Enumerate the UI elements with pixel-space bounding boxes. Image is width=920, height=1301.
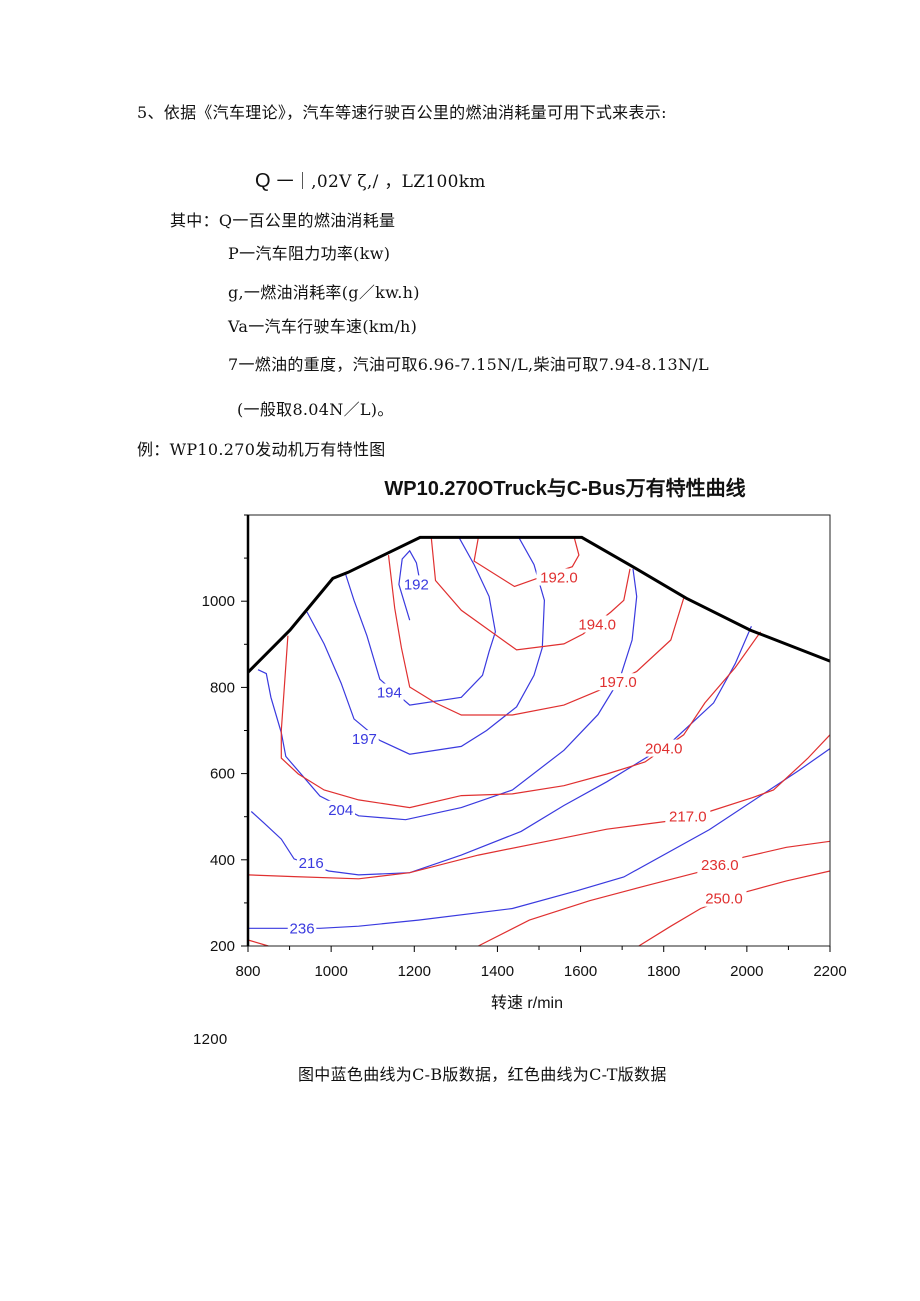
contour-label-bg <box>287 919 317 937</box>
def-p: P一汽车阻力功率(kw) <box>228 244 391 263</box>
contour-label: 197.0 <box>599 674 637 691</box>
contour-label-bg <box>296 854 326 872</box>
contour-blue-197 <box>306 537 546 755</box>
contour-label: 236.0 <box>701 857 739 874</box>
y-tick-label: 600 <box>210 766 235 783</box>
contour-label-bg <box>536 568 582 586</box>
x-tick-label: 800 <box>235 963 260 980</box>
contour-red-217.0 <box>247 734 831 880</box>
formula-q: Q <box>255 170 271 192</box>
contour-label: 194 <box>377 685 402 702</box>
x-axis-label: 转速 r/min <box>491 994 563 1012</box>
def-gamma: 7一燃油的重度，汽油可取6.96-7.15N/L,柴油可取7.94-8.13N/… <box>228 355 709 374</box>
contour-red-204.0 <box>280 631 762 809</box>
x-tick-label: 2000 <box>730 963 763 980</box>
x-tick-label: 1000 <box>314 963 347 980</box>
contour-label: 192.0 <box>540 569 578 586</box>
x-tick-label: 1200 <box>398 963 431 980</box>
caption: 图中蓝色曲线为C-B版数据，红色曲线为C-T版数据 <box>298 1065 667 1084</box>
contour-label: 216 <box>299 855 324 872</box>
where-line: 其中：Q一百公里的燃油消耗量 <box>170 211 396 230</box>
contour-label: 194.0 <box>578 616 616 633</box>
contour-label-bg <box>350 730 379 748</box>
contour-red-250.0 <box>638 870 831 947</box>
contour-label-bg <box>595 673 641 691</box>
contour-label-bg <box>641 739 687 757</box>
y-tick-label: 400 <box>210 852 235 869</box>
contour-label-bg <box>701 889 747 907</box>
contour-label: 236 <box>290 920 315 937</box>
chart-title: WP10.270OTruck与C-Bus万有特性曲线 <box>384 478 746 500</box>
contour-blue-236 <box>248 748 831 929</box>
contour-label: 217.0 <box>669 809 707 826</box>
note: (一般取8.04N／L)。 <box>237 400 394 419</box>
contour-label-bg <box>697 855 743 873</box>
x-tick-label: 1800 <box>647 963 680 980</box>
y-tick-label: 800 <box>210 679 235 696</box>
contour-label-bg <box>375 683 404 701</box>
example-line: 例：WP10.270发动机万有特性图 <box>137 440 386 459</box>
x-tick-label: 1600 <box>564 963 597 980</box>
y-tick-label: 200 <box>210 938 235 955</box>
contour-label-bg <box>402 575 431 593</box>
contour-red-197.0 <box>387 555 685 716</box>
y-tick-label: 1000 <box>202 593 235 610</box>
formula: Q 一｜,02V ζ,/ ，LZ100km <box>255 167 486 193</box>
contour-label: 204 <box>328 802 353 819</box>
contour-label: 192 <box>404 576 429 593</box>
contour-red-236.0 <box>478 840 831 947</box>
stray-number: 1200 <box>193 1031 228 1048</box>
x-tick-label: 2200 <box>813 963 846 980</box>
contour-red-unlabeled <box>247 939 269 947</box>
formula-rest: 一｜,02V ζ,/ ，LZ100km <box>276 172 486 192</box>
section-heading: 5、依据《汽车理论》，汽车等速行驶百公里的燃油消耗量可用下式来表示: <box>137 103 667 122</box>
def-g: g,一燃油消耗率(g／kw.h) <box>228 283 420 302</box>
contour-label: 204.0 <box>645 741 683 758</box>
contour-blue-204 <box>257 568 638 821</box>
def-va: Va一汽车行驶车速(km/h) <box>228 317 418 336</box>
contour-label: 197 <box>352 731 377 748</box>
contour-red-194.0 <box>430 537 631 651</box>
contour-blue-216 <box>250 625 752 876</box>
contour-blue-194 <box>345 537 497 706</box>
contour-label-bg <box>326 800 356 818</box>
x-tick-label: 1400 <box>481 963 514 980</box>
boundary-line <box>246 535 831 674</box>
contour-label-bg <box>574 615 620 633</box>
contour-label: 250.0 <box>705 891 743 908</box>
contour-blue-192 <box>398 549 422 621</box>
contour-label-bg <box>665 807 711 825</box>
